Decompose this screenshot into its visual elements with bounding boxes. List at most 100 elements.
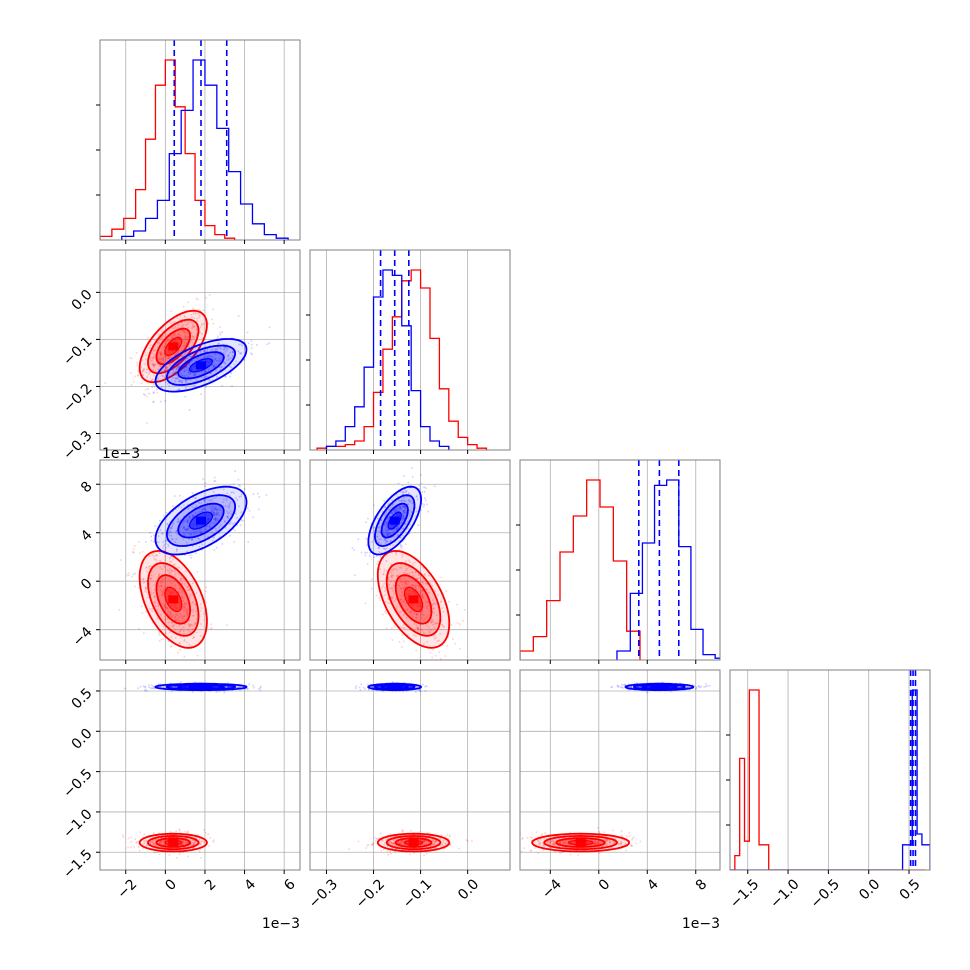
sample-point	[165, 368, 168, 370]
sample-point	[395, 605, 398, 608]
sample-point	[185, 380, 187, 382]
sample-point	[387, 583, 390, 586]
sample-point	[143, 368, 145, 371]
sample-point	[211, 363, 213, 366]
sample-point	[170, 556, 172, 558]
sample-point	[441, 607, 444, 609]
sample-point	[177, 520, 179, 523]
sample-point	[393, 567, 396, 570]
sample-point	[432, 599, 434, 601]
sample-point	[377, 527, 380, 529]
sample-point	[182, 534, 185, 537]
sample-point	[148, 392, 150, 395]
sample-point	[240, 511, 242, 514]
sample-point	[393, 528, 396, 530]
sample-point	[183, 610, 186, 613]
sample-point	[397, 526, 399, 528]
sample-point	[402, 849, 405, 851]
sample-point	[423, 632, 425, 635]
sample-point	[148, 842, 151, 845]
sample-point	[204, 498, 207, 501]
sample-point	[176, 351, 179, 354]
sample-point	[366, 551, 368, 554]
sample-point	[405, 844, 407, 847]
sample-point	[422, 840, 425, 842]
sample-point	[176, 357, 179, 360]
sample-point	[168, 376, 171, 378]
sample-point	[628, 839, 631, 842]
sample-point	[163, 849, 166, 852]
sample-point	[160, 365, 163, 368]
sample-point	[426, 605, 429, 607]
sample-point	[402, 510, 405, 512]
sample-point	[401, 505, 404, 508]
sample-point	[369, 552, 371, 554]
sample-point	[188, 346, 191, 349]
sample-point	[152, 378, 154, 380]
sample-point	[174, 332, 176, 334]
sample-point	[404, 505, 406, 508]
sample-point	[202, 346, 204, 349]
sample-point	[198, 328, 201, 330]
sample-point	[378, 568, 381, 570]
sample-point	[407, 849, 409, 852]
sample-point	[162, 638, 164, 640]
sample-point	[384, 527, 387, 530]
sample-point	[397, 842, 399, 844]
sample-point	[404, 584, 407, 587]
sample-point	[395, 690, 398, 693]
sample-point	[435, 655, 437, 657]
sample-point	[386, 516, 389, 519]
sample-point	[407, 581, 409, 584]
sample-point	[225, 499, 228, 502]
sample-point	[198, 841, 201, 844]
sample-point	[391, 619, 393, 622]
sample-point	[183, 606, 186, 608]
sample-point	[235, 497, 237, 499]
sample-point	[164, 555, 166, 557]
sample-point	[446, 843, 448, 846]
sample-point	[403, 843, 405, 846]
sample-point	[444, 655, 447, 657]
sample-point	[397, 526, 399, 529]
sample-point	[145, 844, 148, 847]
sample-point	[154, 844, 156, 846]
sample-point	[223, 498, 225, 501]
sample-point	[400, 842, 403, 845]
sample-point	[420, 690, 422, 693]
sample-point	[236, 686, 238, 689]
sample-point	[415, 579, 418, 581]
sample-point	[185, 366, 188, 368]
sample-point	[148, 684, 150, 686]
sample-point	[225, 497, 228, 500]
sample-point	[190, 557, 192, 559]
sample-point	[159, 353, 162, 356]
sample-point	[150, 593, 152, 596]
sample-point	[201, 322, 203, 325]
sample-point	[212, 686, 214, 689]
sample-point	[592, 842, 595, 845]
sample-point	[621, 838, 624, 841]
sample-point	[217, 335, 219, 338]
sample-point	[418, 484, 421, 487]
sample-point	[154, 602, 156, 604]
sample-point	[183, 615, 185, 618]
sample-point	[608, 840, 611, 843]
sample-point	[215, 506, 217, 509]
sample-point	[371, 689, 373, 691]
sample-point	[213, 476, 216, 479]
sample-point	[421, 846, 424, 849]
sample-point	[184, 360, 187, 362]
sample-point	[418, 839, 420, 841]
sample-point	[172, 510, 174, 513]
sample-point	[161, 357, 163, 359]
sample-point	[553, 850, 556, 853]
sample-point	[429, 844, 432, 846]
sample-point	[202, 376, 205, 379]
sample-point	[423, 854, 425, 857]
sample-point	[158, 604, 160, 606]
sample-point	[186, 612, 188, 615]
sample-point	[567, 844, 570, 847]
sample-point	[219, 350, 222, 353]
sample-point	[201, 373, 204, 375]
